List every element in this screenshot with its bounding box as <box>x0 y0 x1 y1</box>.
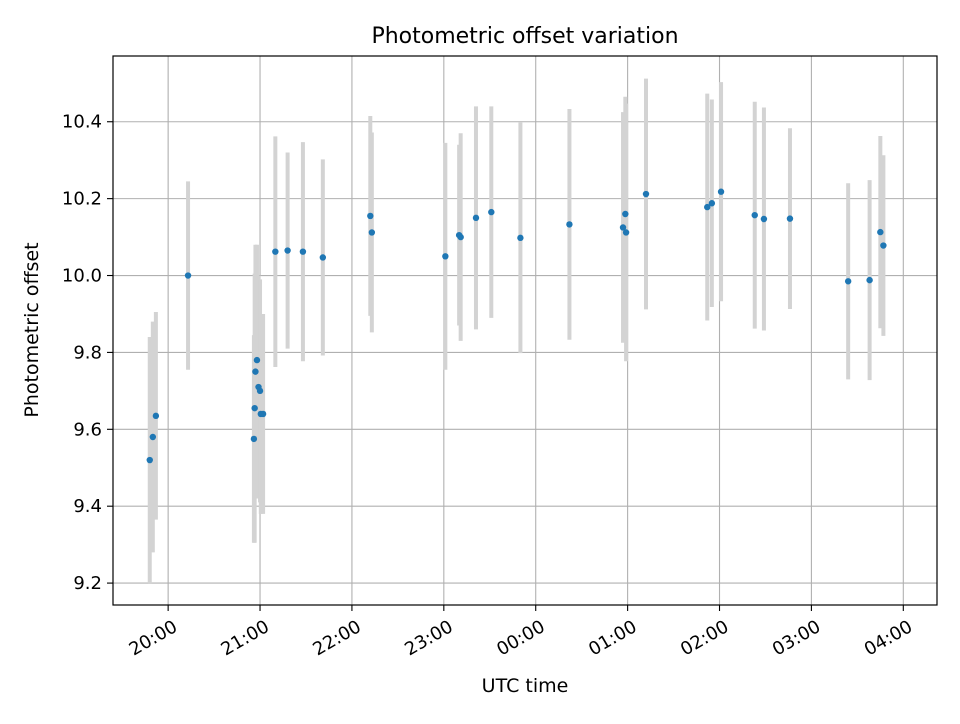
plot-frame <box>112 55 938 606</box>
data-point <box>253 356 261 364</box>
data-point <box>566 221 573 228</box>
data-point <box>252 368 259 375</box>
data-point <box>457 233 464 241</box>
data-point <box>367 212 374 220</box>
data-point <box>251 404 258 412</box>
y-axis-label: Photometric offset <box>21 242 43 417</box>
data-point <box>622 229 630 236</box>
chart-title: Photometric offset variation <box>371 24 678 49</box>
data-point <box>717 188 725 195</box>
data-point <box>704 203 711 211</box>
data-point <box>259 410 267 418</box>
data-point <box>619 224 627 231</box>
data-point <box>642 190 650 198</box>
data-point <box>442 253 449 260</box>
data-point <box>708 200 716 207</box>
data-point <box>256 387 264 395</box>
data-point <box>368 229 376 236</box>
y-tick-label: 9.6 <box>73 419 102 440</box>
data-point <box>751 211 758 219</box>
data-point <box>844 278 852 285</box>
data-point <box>866 276 873 284</box>
data-point <box>877 228 884 236</box>
y-tick-label: 9.2 <box>73 573 102 594</box>
data-point <box>184 272 192 279</box>
data-point <box>284 247 291 254</box>
data-point <box>786 215 794 222</box>
data-point <box>472 214 480 222</box>
y-tick-label: 10.0 <box>62 266 102 287</box>
y-tick-label: 9.8 <box>73 342 102 363</box>
data-point <box>149 433 157 441</box>
x-axis-label: UTC time <box>482 675 569 697</box>
y-tick-label: 10.4 <box>62 112 102 133</box>
y-axis-ticks: 9.2 9.4 9.6 9.8 10.0 10.2 10.4 <box>62 112 113 594</box>
data-point <box>488 208 495 216</box>
data-points <box>146 188 887 464</box>
data-point <box>319 254 327 261</box>
data-point <box>299 248 307 255</box>
y-tick-label: 10.2 <box>62 189 102 210</box>
data-point <box>272 248 279 255</box>
data-point <box>517 234 524 242</box>
data-point <box>146 456 153 464</box>
y-tick-label: 9.4 <box>73 496 102 517</box>
data-point <box>152 412 160 420</box>
data-point <box>250 435 258 443</box>
data-point <box>760 215 768 223</box>
data-point <box>880 242 887 249</box>
data-point <box>622 210 629 218</box>
